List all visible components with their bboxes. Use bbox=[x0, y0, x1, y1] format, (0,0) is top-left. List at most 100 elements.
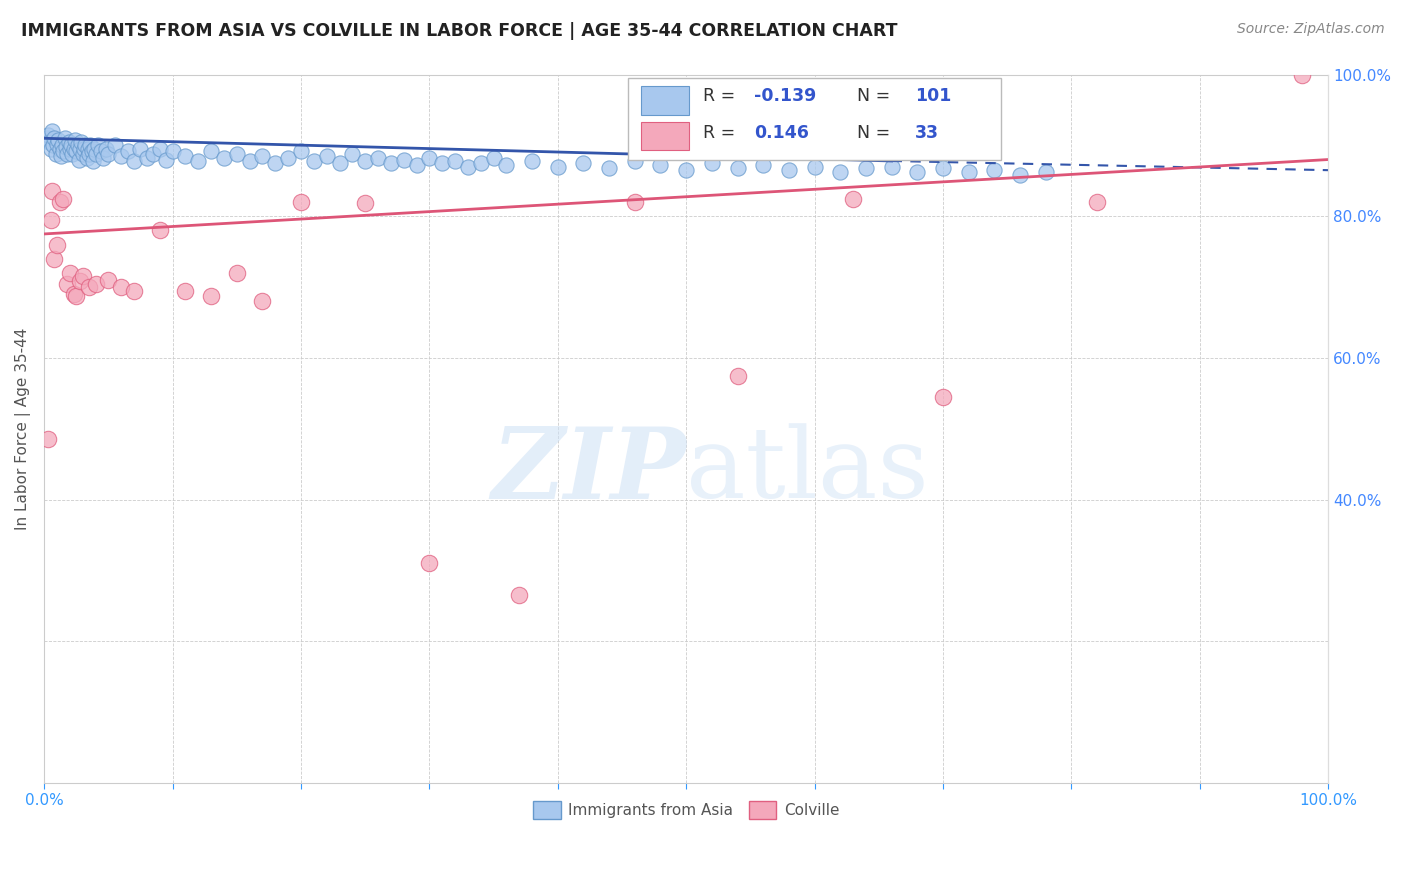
Point bbox=[277, 151, 299, 165]
Point bbox=[623, 153, 645, 168]
Text: atlas: atlas bbox=[686, 424, 929, 519]
Point bbox=[72, 147, 94, 161]
Point bbox=[482, 151, 505, 165]
Point bbox=[56, 147, 79, 161]
Point bbox=[174, 149, 197, 163]
Point bbox=[59, 266, 82, 280]
Point bbox=[46, 136, 69, 151]
Point bbox=[84, 277, 107, 291]
Point bbox=[69, 274, 91, 288]
Point bbox=[444, 153, 467, 168]
Point bbox=[367, 151, 389, 165]
Point bbox=[72, 269, 94, 284]
Point bbox=[252, 294, 274, 309]
Point bbox=[328, 156, 350, 170]
Point bbox=[149, 142, 172, 156]
Point bbox=[264, 156, 287, 170]
Text: R =: R = bbox=[703, 87, 741, 104]
Point bbox=[932, 161, 955, 175]
Point bbox=[76, 151, 98, 165]
Text: Source: ZipAtlas.com: Source: ZipAtlas.com bbox=[1237, 22, 1385, 37]
Point bbox=[842, 192, 865, 206]
Text: 33: 33 bbox=[915, 124, 939, 142]
Point bbox=[75, 138, 97, 153]
Point bbox=[117, 144, 139, 158]
Point bbox=[77, 280, 100, 294]
Point bbox=[44, 131, 66, 145]
Point bbox=[855, 161, 877, 175]
Point bbox=[104, 138, 127, 153]
Point bbox=[405, 158, 427, 172]
Point bbox=[60, 138, 83, 153]
Point bbox=[354, 153, 377, 168]
Point bbox=[392, 153, 415, 167]
Point bbox=[830, 165, 852, 179]
Point bbox=[508, 588, 530, 602]
Point bbox=[69, 142, 91, 156]
Point bbox=[38, 135, 60, 149]
Point bbox=[572, 156, 595, 170]
Point bbox=[82, 153, 104, 168]
FancyBboxPatch shape bbox=[641, 122, 689, 151]
Point bbox=[1035, 165, 1057, 179]
Point bbox=[73, 142, 96, 156]
Point bbox=[354, 196, 377, 211]
Point bbox=[239, 153, 262, 168]
Point bbox=[67, 153, 90, 167]
Point bbox=[62, 147, 84, 161]
Point bbox=[65, 288, 87, 302]
Point bbox=[87, 138, 110, 153]
Point bbox=[380, 156, 402, 170]
Point bbox=[1008, 168, 1031, 182]
Point bbox=[135, 151, 157, 165]
Point bbox=[149, 223, 172, 237]
Text: R =: R = bbox=[703, 124, 741, 142]
Point bbox=[470, 156, 492, 170]
Point bbox=[39, 142, 62, 156]
Point bbox=[650, 158, 672, 172]
Point bbox=[905, 165, 928, 179]
Point bbox=[252, 149, 274, 163]
Y-axis label: In Labor Force | Age 35-44: In Labor Force | Age 35-44 bbox=[15, 327, 31, 530]
Point bbox=[495, 158, 517, 172]
Point bbox=[547, 160, 569, 174]
Point bbox=[79, 138, 101, 153]
Point bbox=[457, 160, 479, 174]
Point bbox=[200, 144, 222, 158]
Point bbox=[174, 284, 197, 298]
Point bbox=[727, 161, 749, 175]
Point bbox=[932, 390, 955, 404]
Point bbox=[727, 368, 749, 383]
Point bbox=[1085, 195, 1108, 210]
Point bbox=[212, 151, 235, 165]
Point bbox=[46, 133, 69, 147]
Text: ZIP: ZIP bbox=[491, 423, 686, 519]
Point bbox=[42, 138, 65, 153]
Point bbox=[315, 149, 337, 163]
Point bbox=[41, 124, 63, 138]
Text: -0.139: -0.139 bbox=[754, 87, 817, 104]
Point bbox=[66, 138, 89, 153]
Point bbox=[418, 557, 440, 571]
Point bbox=[302, 153, 325, 168]
Text: 101: 101 bbox=[915, 87, 950, 104]
FancyBboxPatch shape bbox=[641, 87, 689, 115]
Point bbox=[55, 140, 77, 154]
Point bbox=[880, 160, 903, 174]
Point bbox=[45, 147, 67, 161]
Legend: Immigrants from Asia, Colville: Immigrants from Asia, Colville bbox=[527, 795, 845, 825]
Point bbox=[342, 147, 364, 161]
Point bbox=[110, 280, 132, 294]
Point bbox=[803, 160, 825, 174]
Point bbox=[623, 195, 645, 210]
Point bbox=[37, 128, 59, 142]
Point bbox=[58, 135, 80, 149]
Point bbox=[53, 131, 76, 145]
Point bbox=[76, 142, 98, 156]
Point bbox=[200, 288, 222, 302]
Point bbox=[983, 163, 1005, 178]
Point bbox=[94, 142, 117, 156]
Point bbox=[62, 287, 84, 301]
Point bbox=[84, 147, 107, 161]
Point bbox=[225, 266, 247, 280]
